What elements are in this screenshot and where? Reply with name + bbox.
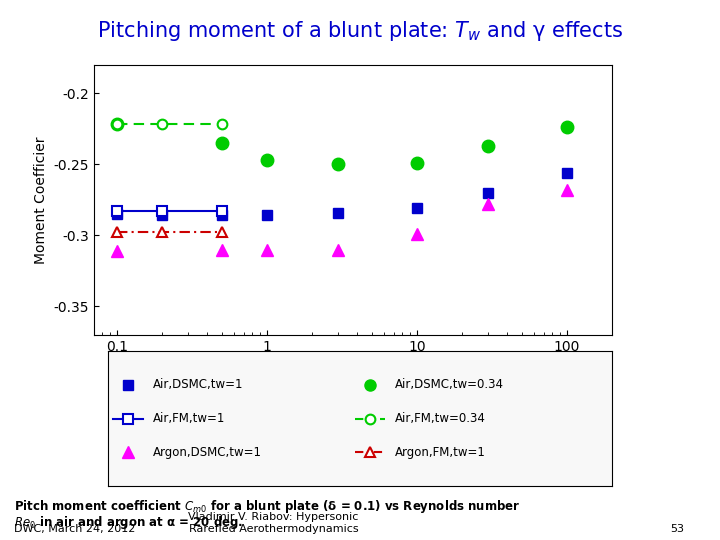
Text: Vladimir V. Riabov: Hypersonic
Rarefied Aerothermodynamics: Vladimir V. Riabov: Hypersonic Rarefied … <box>189 512 359 534</box>
Text: Air,DSMC,tw=1: Air,DSMC,tw=1 <box>153 378 244 392</box>
Text: DWC, March 24, 2012: DWC, March 24, 2012 <box>14 524 136 534</box>
Text: Air,FM,tw=1: Air,FM,tw=1 <box>153 412 226 425</box>
Text: Pitching moment of a blunt plate: $T_w$ and γ effects: Pitching moment of a blunt plate: $T_w$ … <box>96 19 624 43</box>
Text: $Re_0$ in air and argon at α = 20 deg.: $Re_0$ in air and argon at α = 20 deg. <box>14 514 243 531</box>
Text: Argon,DSMC,tw=1: Argon,DSMC,tw=1 <box>153 446 262 459</box>
Text: 53: 53 <box>670 524 684 534</box>
Text: Argon,FM,tw=1: Argon,FM,tw=1 <box>395 446 486 459</box>
Text: Pitch moment coefficient $C_{m0}$ for a blunt plate (δ = 0.1) vs Reynolds number: Pitch moment coefficient $C_{m0}$ for a … <box>14 498 521 515</box>
Y-axis label: Moment Coefficier: Moment Coefficier <box>34 136 48 264</box>
Text: Air,DSMC,tw=0.34: Air,DSMC,tw=0.34 <box>395 378 504 392</box>
Text: Air,FM,tw=0.34: Air,FM,tw=0.34 <box>395 412 486 425</box>
X-axis label: Reynolds Number: Reynolds Number <box>285 359 420 374</box>
